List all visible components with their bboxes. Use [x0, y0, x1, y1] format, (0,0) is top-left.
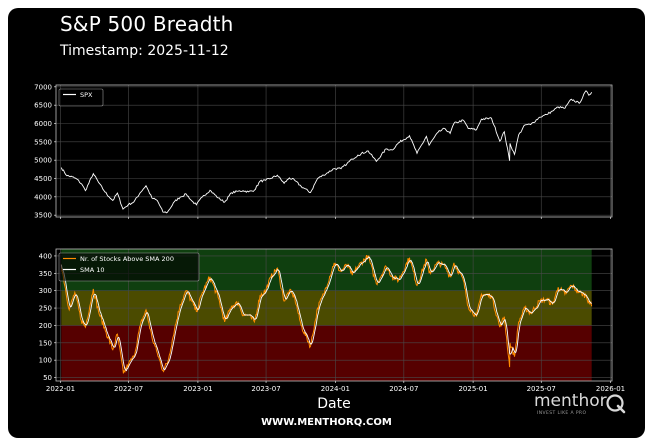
- legend-label: SMA 10: [80, 266, 105, 274]
- menthorq-logo-icon: [606, 394, 626, 414]
- y-tick-label: 400: [39, 252, 52, 260]
- y-tick-label: 5000: [34, 157, 52, 165]
- spx-panel: 3500 4000 4500 5000 5500 6000 6500 7000 SPX: [34, 83, 613, 220]
- y-tick-label: 250: [39, 305, 52, 313]
- y-tick-label: 300: [39, 287, 52, 295]
- x-tick-label: 2026-01: [596, 385, 625, 393]
- y-tick-label: 6500: [34, 102, 52, 110]
- x-tick-label: 2023-01: [183, 385, 212, 393]
- page-title: S&P 500 Breadth: [60, 12, 234, 36]
- plot-frame: [55, 84, 613, 218]
- y-tick-label: 150: [39, 339, 52, 347]
- brand-tagline: INVEST LIKE A PRO: [537, 411, 587, 416]
- series-line-breadth: [60, 254, 593, 374]
- y-tick-label: 350: [39, 270, 52, 278]
- x-tick-label: 2024-01: [321, 385, 350, 393]
- x-tick-label: 2023-07: [251, 385, 280, 393]
- legend-box: [58, 88, 104, 107]
- x-tick-label: 2024-07: [389, 385, 418, 393]
- legend-label: SPX: [80, 91, 93, 99]
- series-line-spx: [60, 90, 593, 214]
- y-tick-label: 7000: [34, 83, 52, 91]
- timestamp-label: Timestamp: 2025-11-12: [60, 43, 229, 59]
- y-tick-label: 200: [39, 322, 52, 330]
- y-tick-label: 50: [43, 374, 52, 382]
- y-tick-label: 5500: [34, 138, 52, 146]
- series-line-sma10: [60, 256, 592, 372]
- x-tick-label: 2025-07: [527, 385, 556, 393]
- website-url: WWW.MENTHORQ.COM: [261, 417, 392, 428]
- brand-wordmark: menthor: [534, 391, 607, 411]
- x-tick-label: 2025-01: [458, 385, 487, 393]
- x-tick-label: 2022-01: [46, 385, 75, 393]
- y-tick-label: 100: [39, 357, 52, 365]
- y-tick-label: 3500: [34, 212, 52, 220]
- plot-frame: [55, 248, 613, 382]
- zone-band: [61, 325, 592, 381]
- breadth-panel: 50 100 150 200 250 300 350 400 2022-01 2022-07 202…: [39, 248, 625, 412]
- x-axis-label: Date: [317, 396, 350, 412]
- y-tick-label: 6000: [34, 120, 52, 128]
- y-tick-label: 4000: [34, 193, 52, 201]
- y-tick-label: 4500: [34, 175, 52, 183]
- legend-label: Nr. of Stocks Above SMA 200: [80, 255, 174, 263]
- x-tick-label: 2022-07: [114, 385, 143, 393]
- legend-box: [58, 252, 200, 282]
